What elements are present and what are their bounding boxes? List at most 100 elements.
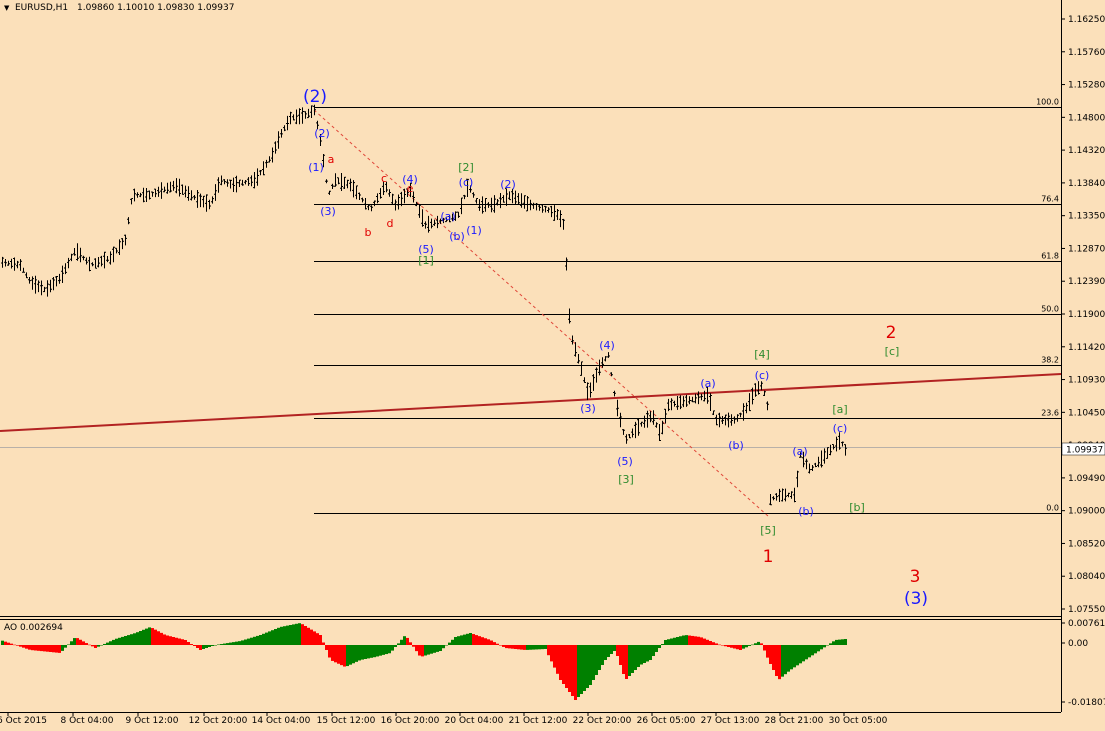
wave-label: (a) — [792, 445, 807, 458]
ao-bar — [520, 645, 523, 650]
ao-bar — [754, 643, 757, 645]
ao-bar — [55, 645, 58, 653]
ao-bar — [148, 627, 151, 645]
ao-bar — [43, 645, 46, 652]
ao-bar — [349, 645, 352, 665]
ao-bar — [586, 645, 589, 688]
ao-bar — [508, 645, 511, 649]
ao-bar — [301, 624, 304, 645]
ao-bar — [103, 643, 106, 645]
ao-bar — [106, 642, 109, 645]
ao-bar — [100, 645, 103, 646]
ao-bar — [400, 639, 403, 645]
ao-bar — [232, 642, 235, 645]
ao-bar — [607, 645, 610, 657]
ao-bar — [406, 637, 409, 645]
ao-bar — [298, 623, 301, 645]
ao-bar — [439, 645, 442, 651]
ao-bar — [760, 643, 763, 645]
wave-label: (4) — [599, 339, 615, 352]
ao-bar — [583, 645, 586, 691]
ao-bar — [265, 632, 268, 645]
ao-bar — [526, 645, 529, 650]
ao-bar — [694, 636, 697, 645]
ao-bar — [34, 645, 37, 651]
ao-bar — [274, 629, 277, 645]
ao-bar — [442, 645, 445, 649]
wave-label: 1 — [763, 547, 774, 567]
fibonacci-retracement[interactable]: 123.6100.076.461.850.038.223.60.0 — [0, 0, 1061, 514]
ao-bar — [154, 629, 157, 645]
ao-bar — [286, 625, 289, 645]
ao-bar — [742, 645, 745, 649]
wave-label: 2 — [886, 323, 897, 343]
ao-bar — [799, 645, 802, 664]
ao-bar — [61, 645, 64, 651]
ao-bar — [22, 645, 25, 648]
ao-bar — [247, 638, 250, 645]
ao-bar — [499, 645, 502, 646]
ao-bar — [460, 635, 463, 645]
elliott-wave-labels: (2)(2)(1)a(3)bcd(4)e(5)[1](a)(b)[2](c)(1… — [303, 87, 928, 609]
ao-bar — [727, 645, 730, 647]
ao-bar — [529, 645, 532, 650]
ao-bar — [772, 645, 775, 670]
ao-bar — [490, 640, 493, 645]
price-tick-label: 1.13350 — [1068, 212, 1105, 222]
wave-label: [4] — [754, 348, 770, 361]
ao-bar — [655, 645, 658, 652]
ao-bar — [622, 645, 625, 674]
ao-bar — [685, 635, 688, 645]
ao-bar — [256, 635, 259, 645]
ao-bar — [127, 635, 130, 645]
ao-bar — [208, 645, 211, 647]
ao-bar — [40, 645, 43, 652]
ao-bar — [517, 645, 520, 650]
ao-bar — [352, 645, 355, 664]
ao-bar — [382, 645, 385, 655]
ao-bar — [289, 625, 292, 645]
ao-bar — [643, 645, 646, 663]
price-tick-label: 1.12390 — [1068, 277, 1105, 287]
ao-bar — [646, 645, 649, 662]
wave-label: a — [328, 153, 335, 166]
ao-bar — [328, 645, 331, 658]
ao-bar — [436, 645, 439, 652]
ao-bar — [361, 645, 364, 660]
ao-bar — [733, 645, 736, 649]
ao-bar — [628, 645, 631, 676]
channel-trendline[interactable] — [0, 373, 1062, 432]
ao-bar — [793, 645, 796, 668]
ao-bar — [346, 645, 349, 667]
ao-bar — [82, 641, 85, 645]
time-axis: 6 Oct 2015 8 Oct 04:00 9 Oct 12:00 12 Oct 2… — [0, 712, 888, 726]
ao-bar — [838, 639, 841, 645]
ao-bar — [535, 645, 538, 650]
ao-bar — [283, 626, 286, 645]
chart-menu-icon[interactable]: ▼ — [4, 4, 10, 12]
ao-bar — [388, 645, 391, 654]
ao-bar — [841, 639, 844, 645]
ao-bar — [421, 645, 424, 657]
ao-bar — [355, 645, 358, 662]
ao-bar — [379, 645, 382, 656]
ao-bar — [142, 629, 145, 645]
time-tick-label: 20 Oct 04:00 — [445, 716, 504, 726]
wave-label: (1) — [308, 161, 324, 174]
price-tick-label: 1.11420 — [1068, 343, 1105, 353]
ao-bar — [670, 638, 673, 645]
wave-label: (4) — [402, 173, 418, 186]
fib-level-label: 23.6 — [1041, 409, 1059, 418]
time-tick-label: 30 Oct 05:00 — [829, 716, 888, 726]
trend-lines[interactable] — [0, 109, 1062, 517]
current-price-label: 1.09937 — [1066, 446, 1103, 456]
ao-bar — [790, 645, 793, 670]
ao-bar — [121, 636, 124, 645]
ao-bar — [184, 640, 187, 645]
ao-bar — [172, 637, 175, 645]
ao-bar — [241, 640, 244, 645]
ao-bar — [634, 645, 637, 670]
ao-bar — [31, 645, 34, 651]
ao-bar — [151, 628, 154, 645]
